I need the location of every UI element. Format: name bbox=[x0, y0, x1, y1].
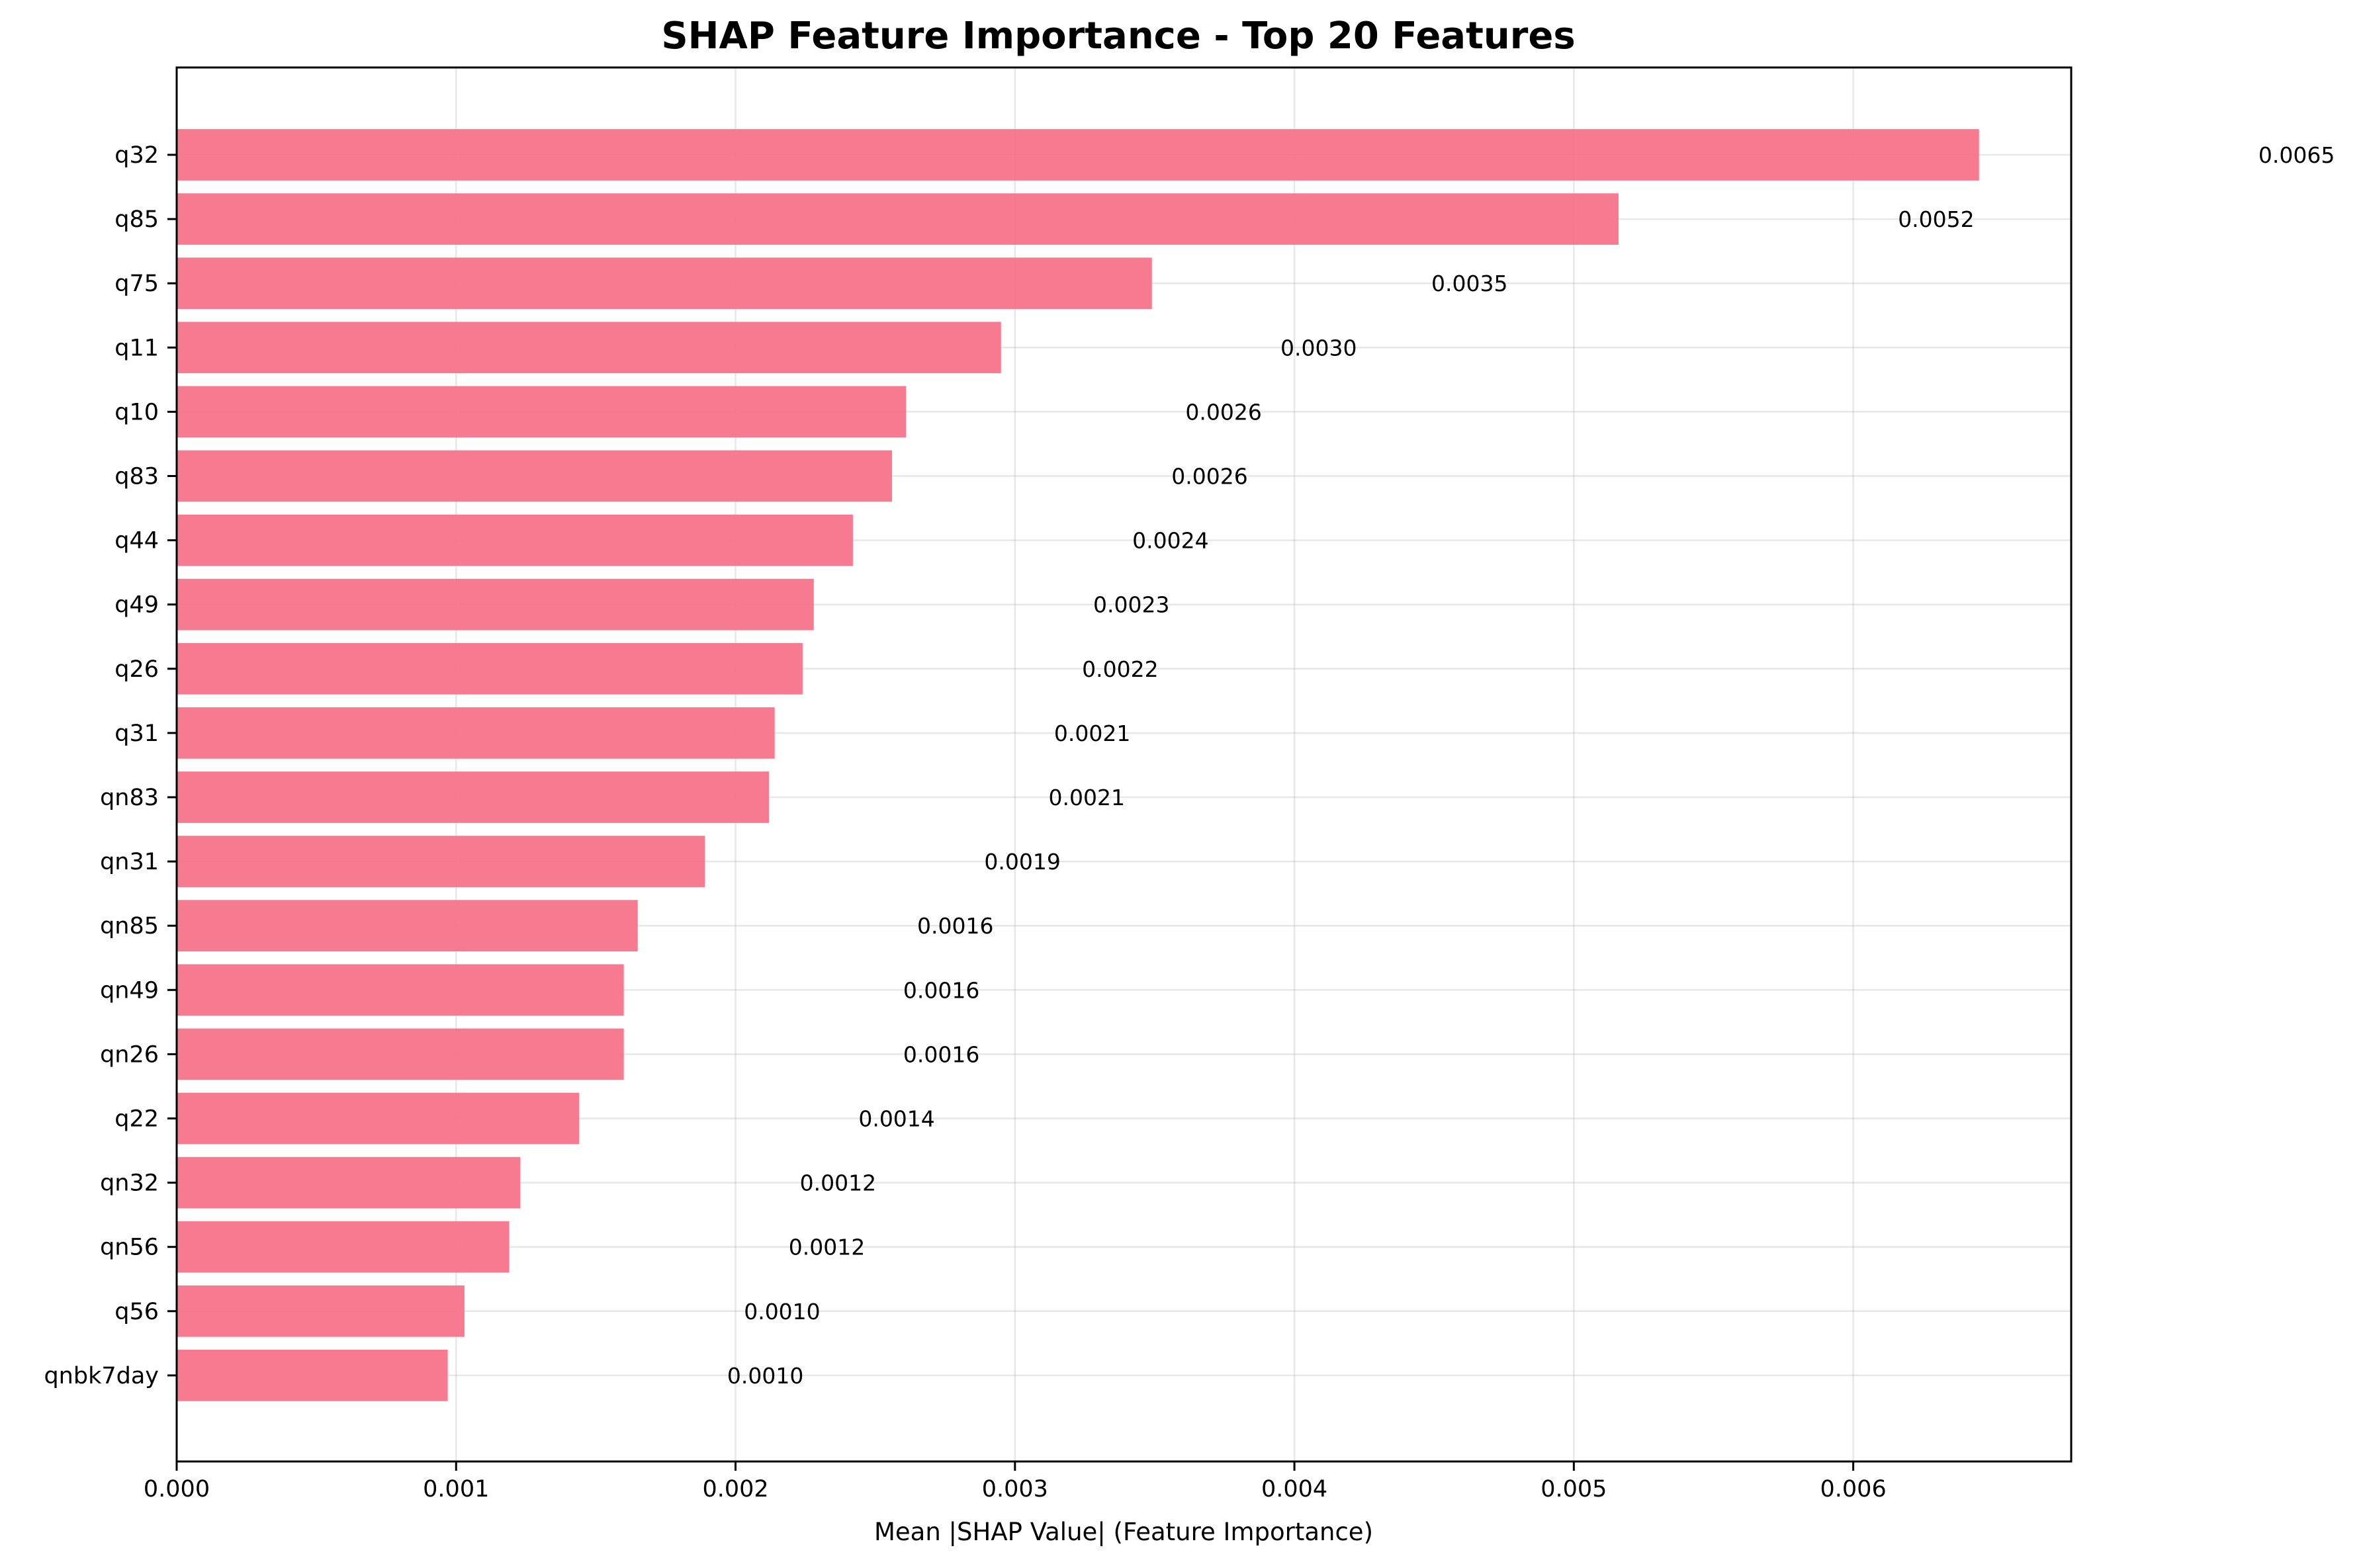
x-tick-labels: 0.000 0.001 0.002 0.003 0.004 0.005 0.006 bbox=[144, 1461, 1887, 1503]
x-tick-label: 0.003 bbox=[982, 1476, 1048, 1503]
value-label-q85: 0.0052 bbox=[1898, 206, 1974, 232]
y-tick-label-qn56: qn56 bbox=[100, 1235, 159, 1261]
chart-title: SHAP Feature Importance - Top 20 Feature… bbox=[661, 15, 1575, 58]
bar-q26 bbox=[177, 642, 803, 695]
bar-q44 bbox=[177, 514, 853, 566]
plot-frame bbox=[175, 66, 2073, 1463]
bar-qn85 bbox=[177, 900, 638, 952]
value-label-q49: 0.0023 bbox=[1093, 592, 1169, 618]
value-label-qn31: 0.0019 bbox=[984, 849, 1060, 875]
y-tick-label-q22: q22 bbox=[114, 1106, 159, 1133]
bar-q11 bbox=[177, 322, 1001, 374]
value-label-qn56: 0.0012 bbox=[789, 1235, 865, 1260]
bar-qn26 bbox=[177, 1028, 624, 1080]
value-label-q83: 0.0026 bbox=[1171, 464, 1247, 490]
y-tick-label-q85: q85 bbox=[114, 206, 159, 233]
y-tick-label-q83: q83 bbox=[114, 464, 159, 490]
bar-qn31 bbox=[177, 836, 705, 887]
value-label-q56: 0.0010 bbox=[744, 1299, 820, 1325]
y-tick-label-qn49: qn49 bbox=[100, 977, 159, 1004]
bar-q49 bbox=[177, 578, 814, 631]
y-tick-label-q49: q49 bbox=[114, 592, 159, 619]
bars bbox=[177, 129, 1979, 1401]
x-tick-label: 0.005 bbox=[1541, 1476, 1607, 1503]
x-tick-label: 0.004 bbox=[1261, 1476, 1327, 1503]
x-axis-label: Mean |SHAP Value| (Feature Importance) bbox=[874, 1518, 1373, 1546]
bar-q10 bbox=[177, 386, 907, 438]
y-tick-label-q56: q56 bbox=[114, 1299, 159, 1325]
y-tick-label-q32: q32 bbox=[114, 142, 159, 169]
y-tick-label-qn83: qn83 bbox=[100, 785, 159, 811]
value-label-q10: 0.0026 bbox=[1185, 399, 1261, 425]
y-tick-label-q26: q26 bbox=[114, 656, 159, 683]
value-label-q75: 0.0035 bbox=[1431, 271, 1507, 296]
bar-q83 bbox=[177, 450, 893, 502]
x-tick-label: 0.002 bbox=[702, 1476, 768, 1503]
bar-qn32 bbox=[177, 1156, 521, 1209]
value-label-q44: 0.0024 bbox=[1132, 528, 1208, 554]
y-tick-label-q10: q10 bbox=[114, 399, 159, 425]
value-label-q32: 0.0065 bbox=[2258, 142, 2335, 168]
y-tick-label-q75: q75 bbox=[114, 271, 159, 297]
bar-qn83 bbox=[177, 771, 770, 823]
value-label-qn85: 0.0016 bbox=[917, 913, 993, 939]
x-tick-label: 0.000 bbox=[144, 1476, 210, 1503]
bar-qnbk7day bbox=[177, 1350, 448, 1401]
value-label-qn32: 0.0012 bbox=[800, 1170, 876, 1196]
value-label-qn83: 0.0021 bbox=[1048, 785, 1124, 810]
value-label-q26: 0.0022 bbox=[1082, 656, 1158, 682]
value-label-q22: 0.0014 bbox=[858, 1106, 934, 1132]
bar-q85 bbox=[177, 193, 1619, 245]
value-label-qn49: 0.0016 bbox=[903, 977, 979, 1003]
bar-q32 bbox=[177, 129, 1979, 181]
bar-qn56 bbox=[177, 1221, 510, 1273]
value-label-qn26: 0.0016 bbox=[903, 1041, 979, 1067]
y-tick-label-qn31: qn31 bbox=[100, 849, 159, 875]
bar-q31 bbox=[177, 707, 775, 759]
y-tick-label-qn32: qn32 bbox=[100, 1170, 159, 1197]
y-tick-label-q31: q31 bbox=[114, 720, 159, 747]
value-label-qnbk7day: 0.0010 bbox=[727, 1363, 803, 1389]
y-tick-label-qn26: qn26 bbox=[100, 1041, 159, 1068]
bar-q75 bbox=[177, 257, 1152, 310]
bar-qn49 bbox=[177, 964, 624, 1016]
value-label-q11: 0.0030 bbox=[1280, 335, 1357, 361]
y-tick-label-q11: q11 bbox=[114, 335, 159, 361]
x-tick-label: 0.006 bbox=[1820, 1476, 1887, 1503]
value-label-q31: 0.0021 bbox=[1054, 720, 1130, 746]
y-tick-label-qnbk7day: qnbk7day bbox=[44, 1363, 159, 1389]
y-tick-labels: q32 q85 q75 q11 q10 q83 q44 q49 q26 q31 qn83 qn31 qn… bbox=[44, 142, 177, 1389]
x-tick-label: 0.001 bbox=[423, 1476, 489, 1503]
bar-q22 bbox=[177, 1092, 580, 1145]
value-labels: 0.0065 0.0052 0.0035 0.0030 0.0026 0.0026 0.00… bbox=[727, 142, 2335, 1389]
bar-q56 bbox=[177, 1285, 465, 1337]
y-tick-label-qn85: qn85 bbox=[100, 913, 159, 939]
y-tick-label-q44: q44 bbox=[114, 528, 159, 554]
